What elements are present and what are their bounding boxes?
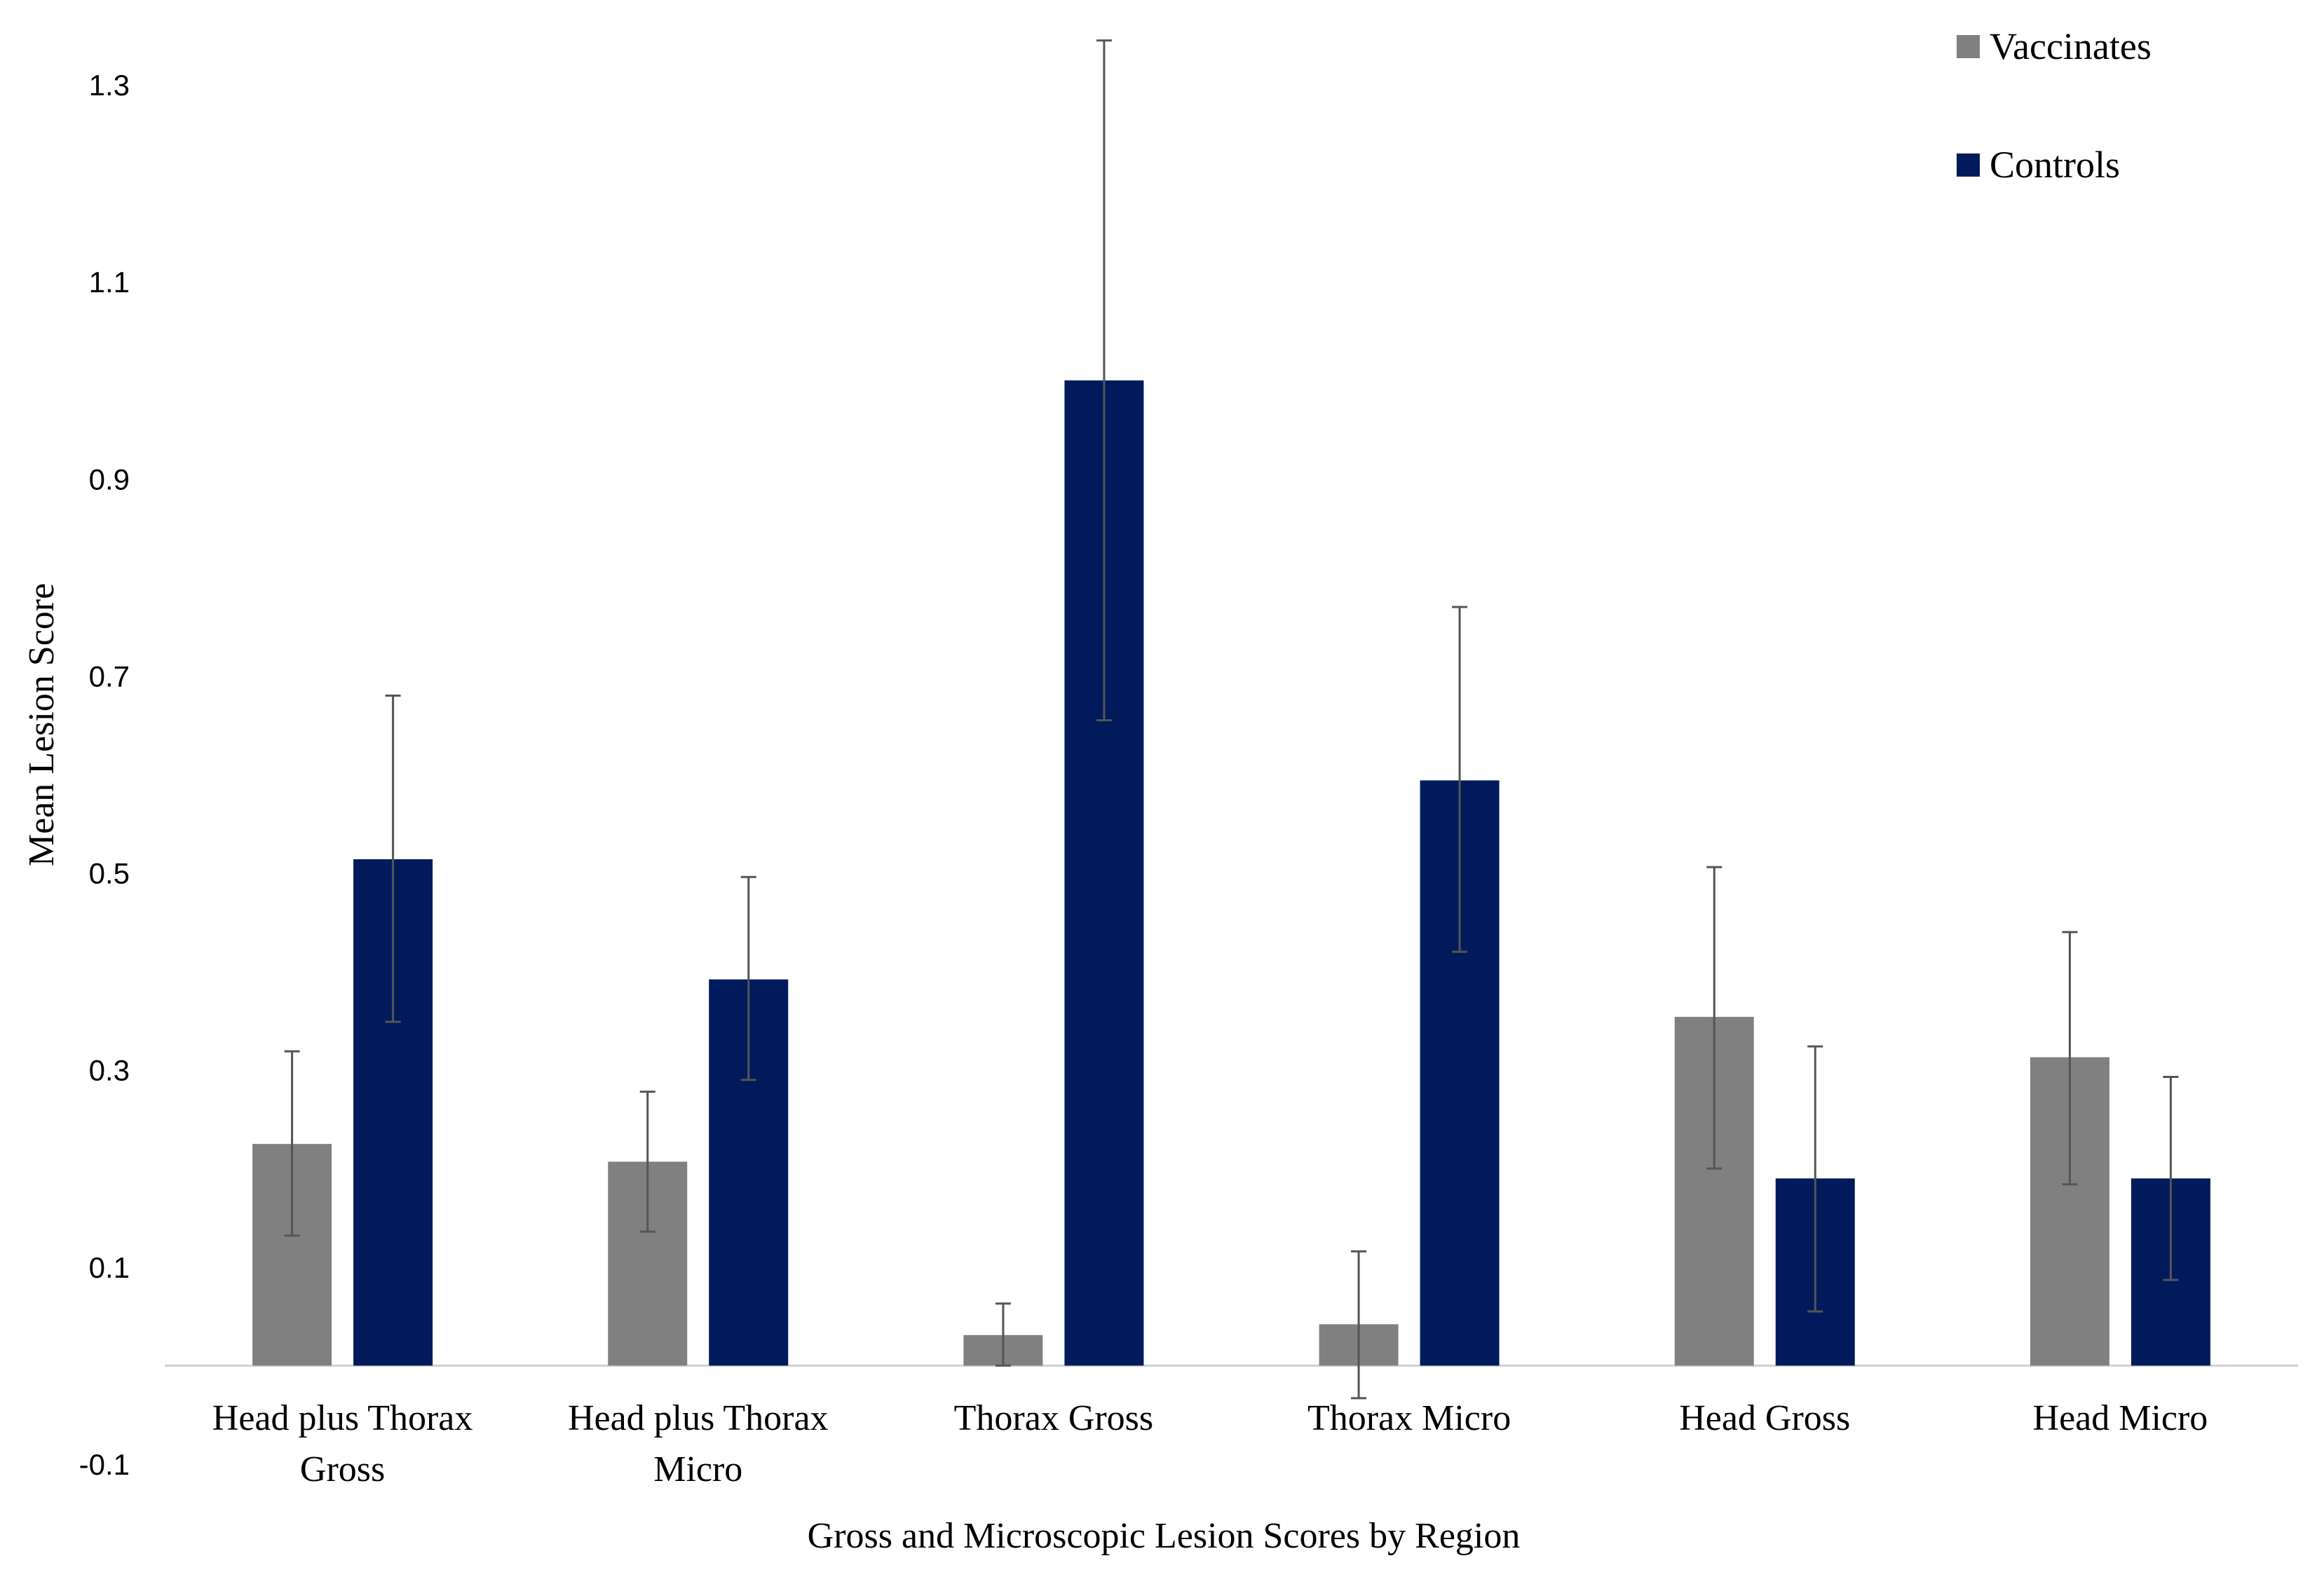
x-category-label: Head plus Thorax Gross xyxy=(212,1398,473,1489)
legend-swatch-vaccinates xyxy=(1957,35,1980,58)
error-bars-group xyxy=(284,39,2179,1400)
error-bar-vaccinates-1 xyxy=(284,1050,300,1237)
x-axis-category-labels: Head plus Thorax Gross Head plus Thorax Mic… xyxy=(212,1398,2208,1489)
y-tick-label: 0.7 xyxy=(89,660,130,692)
legend: Vaccinates Controls xyxy=(1957,25,2152,186)
error-bar-controls-2 xyxy=(740,875,756,1081)
bars-group xyxy=(252,380,2210,1366)
error-bar-controls-6 xyxy=(2163,1076,2179,1281)
error-bar-controls-1 xyxy=(385,695,401,1023)
legend-swatch-controls xyxy=(1957,153,1980,177)
x-category-label: Head Gross xyxy=(1679,1398,1850,1438)
y-tick-label: 0.9 xyxy=(89,463,130,496)
y-axis-ticks: 1.3 1.1 0.9 0.7 0.5 0.3 0.1 -0.1 xyxy=(79,69,130,1481)
y-tick-label: 0.5 xyxy=(89,857,130,890)
error-bar-vaccinates-6 xyxy=(2062,931,2078,1186)
error-bar-controls-3 xyxy=(1096,39,1112,722)
error-bar-controls-5 xyxy=(1807,1045,1823,1313)
legend-label-vaccinates: Vaccinates xyxy=(1990,25,2152,67)
y-tick-label: 0.3 xyxy=(89,1054,130,1087)
y-tick-label: 1.1 xyxy=(89,266,130,299)
y-axis-title: Mean Lesion Score xyxy=(22,583,62,866)
y-tick-label: 1.3 xyxy=(89,69,130,102)
x-axis-title: Gross and Microscopic Lesion Scores by R… xyxy=(808,1516,1521,1556)
error-bar-vaccinates-5 xyxy=(1706,866,1722,1170)
y-tick-label: 0.1 xyxy=(89,1251,130,1284)
x-category-label: Head plus Thorax Micro xyxy=(568,1398,829,1489)
error-bar-vaccinates-3 xyxy=(995,1302,1011,1367)
legend-label-controls: Controls xyxy=(1990,144,2120,186)
x-category-label: Head Micro xyxy=(2033,1398,2208,1438)
x-category-label: Thorax Micro xyxy=(1307,1398,1511,1438)
x-category-label: Thorax Gross xyxy=(954,1398,1154,1438)
error-bar-vaccinates-2 xyxy=(639,1091,655,1233)
y-tick-label: -0.1 xyxy=(79,1448,130,1481)
error-bar-vaccinates-4 xyxy=(1351,1250,1367,1400)
error-bar-controls-4 xyxy=(1452,606,1468,953)
